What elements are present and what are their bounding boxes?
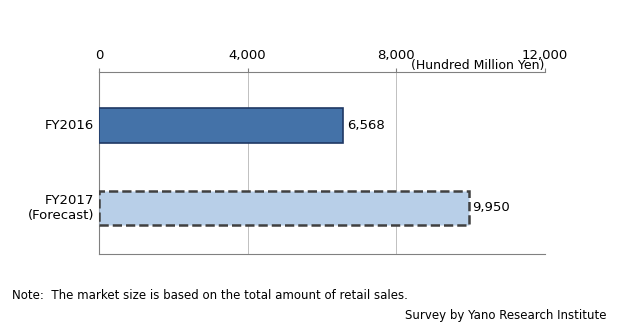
Bar xyxy=(99,191,469,225)
Text: 9,950: 9,950 xyxy=(472,202,510,214)
Text: Note:  The market size is based on the total amount of retail sales.: Note: The market size is based on the to… xyxy=(12,289,409,302)
Bar xyxy=(99,108,343,143)
Text: 6,568: 6,568 xyxy=(347,119,384,132)
Text: Survey by Yano Research Institute: Survey by Yano Research Institute xyxy=(405,309,607,322)
Text: (Hundred Million Yen): (Hundred Million Yen) xyxy=(412,58,545,72)
